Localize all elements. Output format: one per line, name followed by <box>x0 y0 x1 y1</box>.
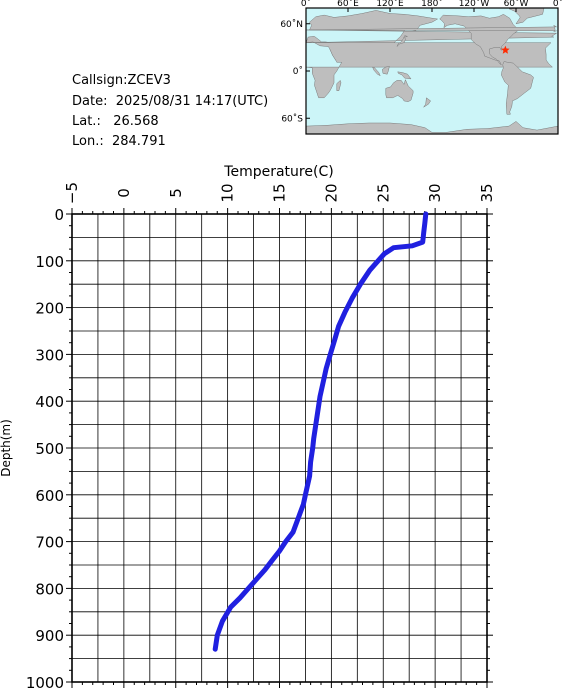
map-lat-label: 60˚S <box>281 113 303 124</box>
x-tick-label: 25 <box>374 183 392 202</box>
longitude-text: Lon.: 284.791 <box>72 134 166 149</box>
map-lon-label: 60˚W <box>504 0 529 9</box>
map-land-australia <box>385 79 414 102</box>
y-axis-title: Depth(m) <box>0 419 13 477</box>
map-land-north-america <box>439 14 520 65</box>
x-tick-label: 0 <box>115 188 133 198</box>
y-tick-label: 1000 <box>26 674 64 690</box>
map-lon-label: 60˚E <box>337 0 359 9</box>
map-land-japan <box>396 35 408 47</box>
map-lon-label: 0˚ <box>553 0 563 9</box>
callsign-text: Callsign:ZCEV3 <box>72 73 171 88</box>
y-tick-label: 500 <box>35 440 64 458</box>
x-tick-label: 30 <box>426 183 444 202</box>
x-tick-label: 20 <box>322 183 340 202</box>
y-tick-label: 600 <box>35 487 64 505</box>
world-map: 0˚ 60˚E 120˚E 180˚ 120˚W 60˚W 0˚ 60˚N 0˚ 60˚S <box>280 0 563 135</box>
map-lon-label: 180˚ <box>421 0 443 9</box>
y-tick-label: 800 <box>35 580 64 598</box>
temperature-profile-line <box>212 211 429 652</box>
latitude-text: Lat.: 26.568 <box>72 114 159 129</box>
chart-series <box>212 211 429 652</box>
x-tick-label: 5 <box>167 188 185 198</box>
chart-axes: −5 0 5 10 15 20 25 30 35 0 100 200 300 400 500 600 700 80… <box>26 182 496 690</box>
y-tick-label: 200 <box>35 300 64 318</box>
map-land-sumatra <box>372 66 381 76</box>
chart-grid <box>71 213 488 683</box>
x-axis-title: Temperature(C) <box>223 164 333 180</box>
y-tick-label: 400 <box>35 393 64 411</box>
map-lat-label: 0˚ <box>293 66 303 77</box>
map-land-great-britain <box>306 25 557 32</box>
map-land-new-zealand <box>423 97 431 108</box>
x-tick-label: 10 <box>219 183 237 202</box>
map-land-south-america <box>501 61 534 115</box>
map-land-madagascar <box>336 80 342 91</box>
y-tick-label: 300 <box>35 346 64 364</box>
location-marker-star <box>501 45 510 54</box>
map-lon-label: 0˚ <box>301 0 311 9</box>
y-tick-label: 100 <box>35 253 64 271</box>
x-tick-label: 15 <box>271 183 289 202</box>
date-text: Date: 2025/08/31 14:17(UTC) <box>72 94 269 109</box>
map-lon-label: 120˚W <box>459 0 490 9</box>
map-land-borneo <box>382 66 390 75</box>
y-tick-label: 0 <box>54 206 64 224</box>
map-land-new-guinea <box>397 71 412 80</box>
x-tick-label: −5 <box>63 182 81 204</box>
x-tick-label: 35 <box>478 183 496 202</box>
map-lat-label: 60˚N <box>280 19 303 30</box>
map-lon-label: 120˚E <box>376 0 404 9</box>
y-tick-label: 900 <box>35 627 64 645</box>
y-tick-label: 700 <box>35 534 64 552</box>
